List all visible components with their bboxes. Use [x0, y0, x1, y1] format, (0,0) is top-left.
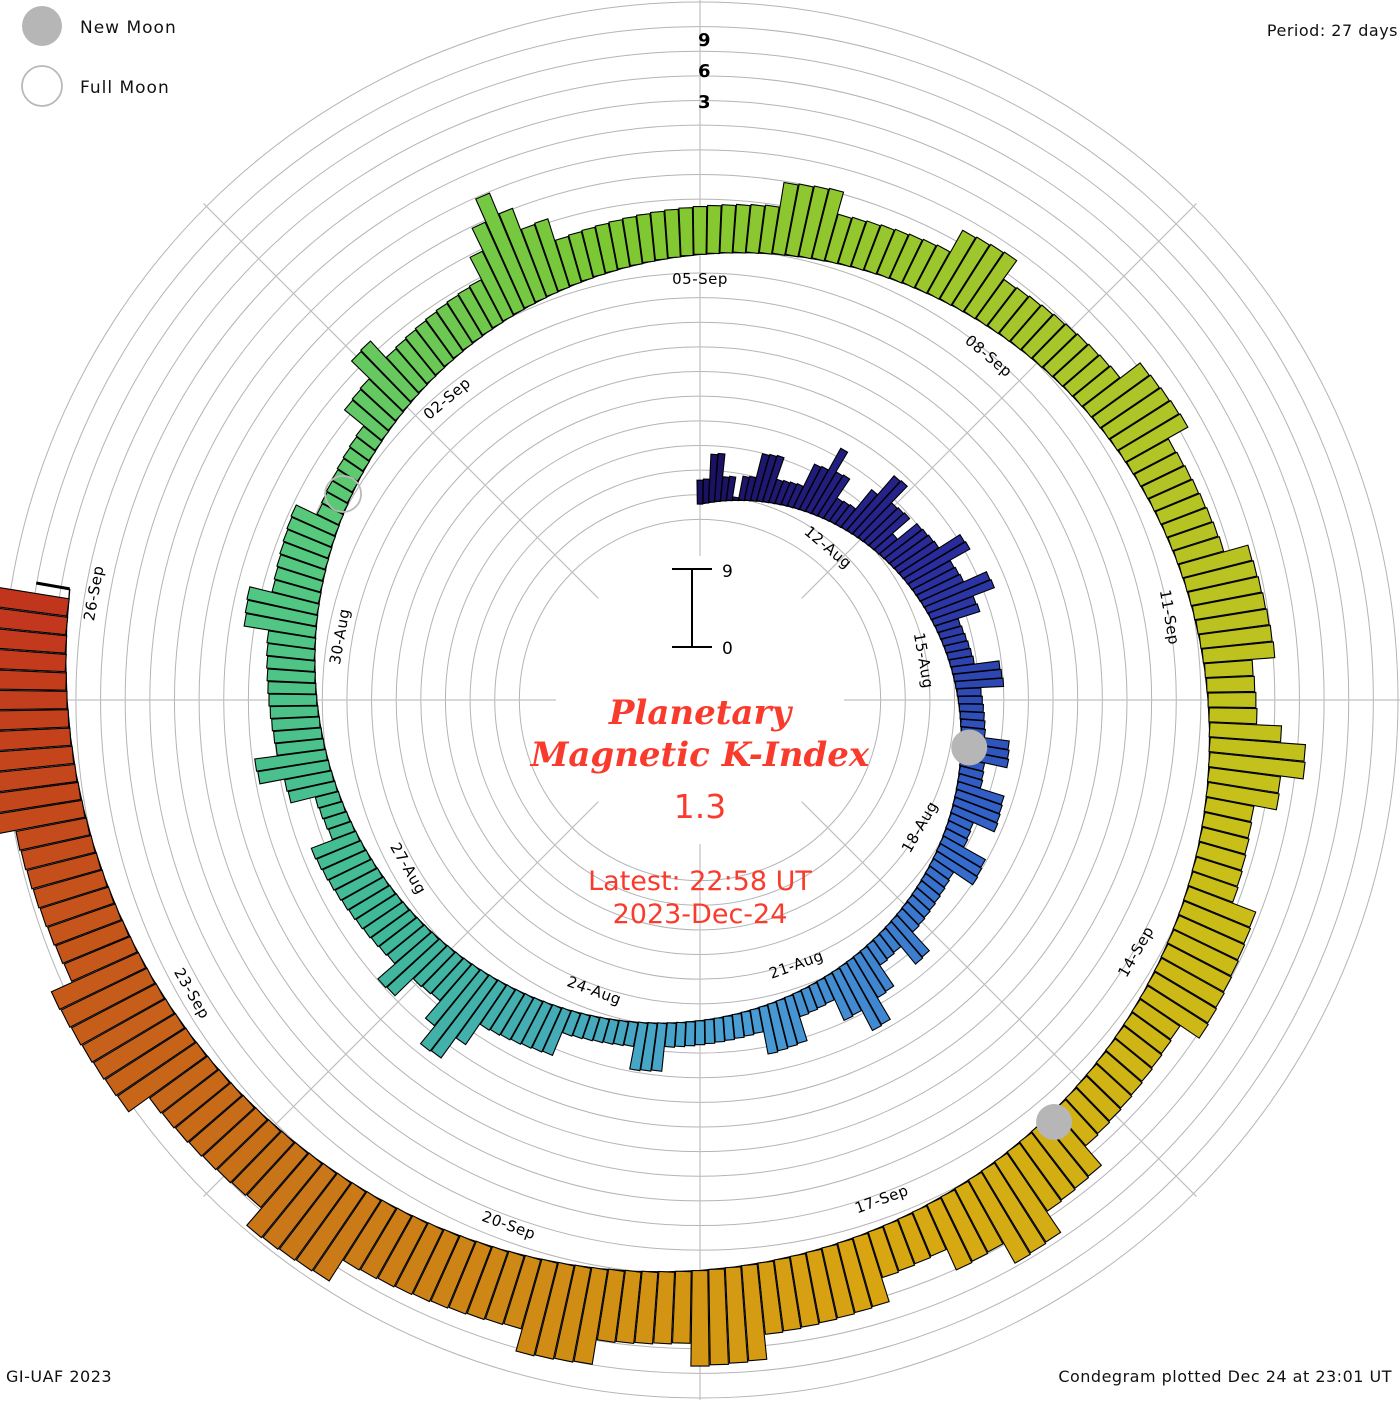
credit-label: GI-UAF 2023 — [6, 1367, 112, 1386]
chart-title-line1: Planetary — [608, 693, 794, 733]
radial-axis-ticks: 9 6 3 — [698, 30, 711, 113]
spiral-date-label: 14-Sep — [1114, 923, 1157, 980]
new-moon-legend-label: New Moon — [80, 18, 177, 38]
spiral-date-label: 20-Sep — [480, 1207, 539, 1243]
new-moon-marker — [951, 729, 988, 766]
latest-date-label: 2023-Dec-24 — [613, 899, 788, 930]
plotted-footer: Condegram plotted Dec 24 at 23:01 UT — [1058, 1367, 1392, 1386]
current-kp-value: 1.3 — [674, 787, 726, 826]
scale-bar-top-label: 9 — [722, 562, 733, 582]
full-moon-marker — [324, 475, 362, 513]
latest-time-label: Latest: 22:58 UT — [588, 866, 812, 897]
spiral-date-label: 23-Sep — [170, 965, 213, 1022]
full-moon-legend-label: Full Moon — [80, 78, 170, 98]
spiral-date-label: 05-Sep — [672, 270, 728, 288]
new-moon-icon — [22, 6, 62, 46]
credit-footer: GI-UAF 2023 — [6, 1367, 112, 1386]
period-label: Period: 27 days — [1267, 21, 1398, 40]
axis-tick-9: 9 — [698, 30, 711, 51]
scale-bar: 9 0 — [672, 562, 733, 659]
moon-legend: New Moon Full Moon — [21, 6, 177, 107]
axis-tick-3: 3 — [698, 92, 711, 113]
period-header: Period: 27 days — [1267, 21, 1398, 40]
spiral-date-label: 15-Aug — [910, 631, 938, 690]
axis-tick-6: 6 — [698, 61, 711, 82]
full-moon-icon — [21, 65, 63, 107]
chart-title-line2: Magnetic K-Index — [530, 735, 870, 775]
center-caption: Planetary Magnetic K-Index 1.3 Latest: 2… — [530, 693, 870, 930]
spiral-date-label: 26-Sep — [80, 564, 107, 622]
plotted-label: Condegram plotted Dec 24 at 23:01 UT — [1058, 1367, 1392, 1386]
new-moon-marker — [1036, 1103, 1073, 1140]
spiral-date-label: 11-Sep — [1156, 588, 1183, 646]
scale-bar-bottom-label: 0 — [722, 639, 733, 659]
moon-markers — [324, 475, 1073, 1140]
